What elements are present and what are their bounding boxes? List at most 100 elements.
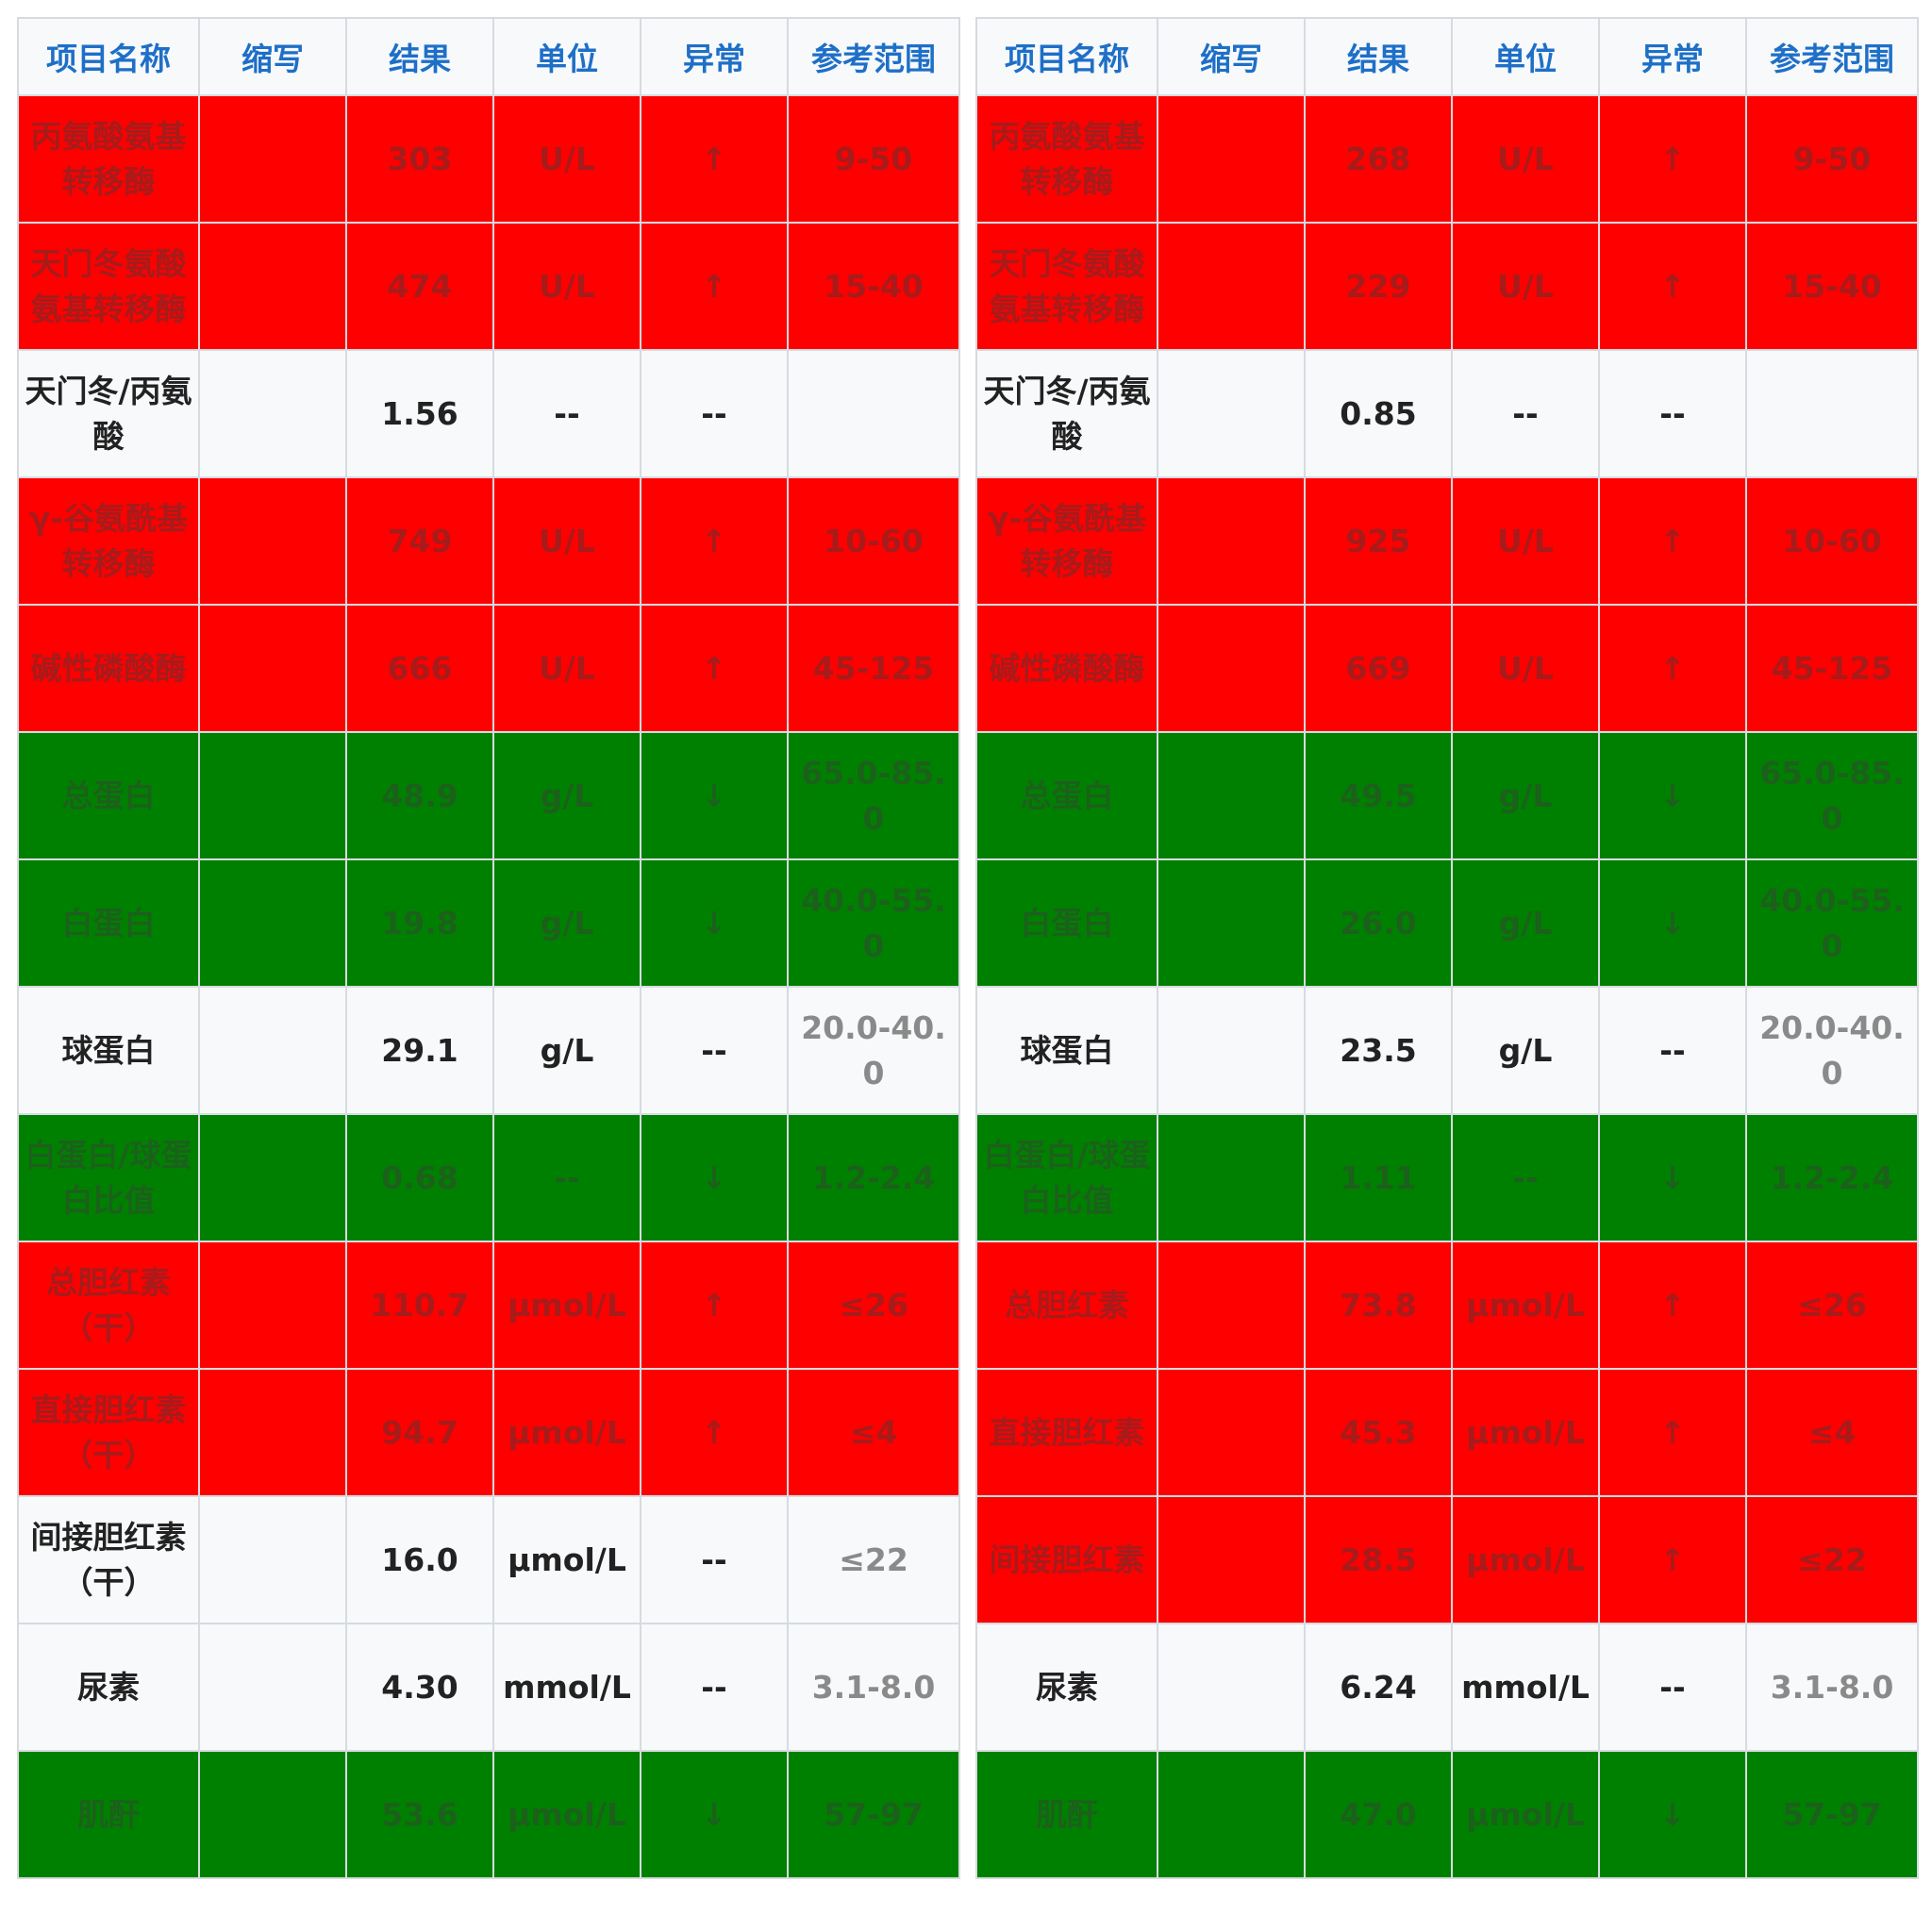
cell-abnormal-flag: -- (1598, 349, 1747, 478)
cell-reference-range: 10-60 (787, 476, 960, 606)
table-row: 碱性磷酸酶 669 U/L ↑ 45-125 (975, 604, 1919, 733)
cell-abnormal-flag: -- (1598, 1623, 1747, 1752)
cell-item-name: 白蛋白/球蛋白比值 (975, 1113, 1158, 1242)
column-header-abbr: 缩写 (198, 17, 347, 96)
cell-result: 23.5 (1304, 986, 1453, 1115)
cell-reference-range: 9-50 (787, 94, 960, 224)
cell-result: 6.24 (1304, 1623, 1453, 1752)
cell-item-name: 总蛋白 (17, 731, 200, 860)
cell-unit: g/L (1451, 986, 1600, 1115)
cell-abnormal-flag: ↑ (1598, 222, 1747, 351)
cell-reference-range: 20.0-40.0 (787, 986, 960, 1115)
cell-reference-range: ≤26 (1745, 1241, 1919, 1370)
cell-result: 4.30 (345, 1623, 494, 1752)
cell-abnormal-flag: ↑ (1598, 1368, 1747, 1497)
cell-item-name: γ-谷氨酰基转移酶 (17, 476, 200, 606)
cell-reference-range: 65.0-85.0 (1745, 731, 1919, 860)
cell-reference-range: ≤4 (787, 1368, 960, 1497)
left-header-row: 项目名称 缩写 结果 单位 异常 参考范围 (17, 17, 960, 96)
cell-result: 229 (1304, 222, 1453, 351)
left-report-panel: 项目名称 缩写 结果 单位 异常 参考范围 丙氨酸氨基转移酶 303 U/L ↑ 9-5… (17, 17, 960, 1879)
cell-abbr (1157, 349, 1306, 478)
cell-result: 48.9 (345, 731, 494, 860)
cell-reference-range: 40.0-55.0 (787, 858, 960, 988)
cell-result: 1.56 (345, 349, 494, 478)
cell-abbr (198, 222, 347, 351)
cell-result: 268 (1304, 94, 1453, 224)
cell-abbr (1157, 1750, 1306, 1879)
cell-abnormal-flag: ↓ (1598, 731, 1747, 860)
cell-reference-range: ≤22 (1745, 1495, 1919, 1624)
column-header-flag: 异常 (1598, 17, 1747, 96)
cell-item-name: 天门冬/丙氨酸 (975, 349, 1158, 478)
table-row: 尿素 6.24 mmol/L -- 3.1-8.0 (975, 1623, 1919, 1752)
cell-unit: U/L (492, 222, 641, 351)
cell-result: 110.7 (345, 1241, 494, 1370)
cell-item-name: 球蛋白 (975, 986, 1158, 1115)
cell-abbr (1157, 858, 1306, 988)
cell-result: 0.85 (1304, 349, 1453, 478)
cell-abbr (198, 1113, 347, 1242)
column-header-result: 结果 (1304, 17, 1453, 96)
cell-item-name: 白蛋白/球蛋白比值 (17, 1113, 200, 1242)
cell-item-name: 丙氨酸氨基转移酶 (975, 94, 1158, 224)
cell-abbr (198, 604, 347, 733)
cell-unit: g/L (1451, 858, 1600, 988)
cell-item-name: 肌酐 (17, 1750, 200, 1879)
table-row: γ-谷氨酰基转移酶 749 U/L ↑ 10-60 (17, 476, 960, 606)
cell-reference-range (1745, 349, 1919, 478)
right-lab-table: 项目名称 缩写 结果 单位 异常 参考范围 丙氨酸氨基转移酶 268 U/L ↑ 9-5… (975, 17, 1919, 1879)
column-header-ref: 参考范围 (1745, 17, 1919, 96)
cell-unit: μmol/L (1451, 1241, 1600, 1370)
cell-item-name: 白蛋白 (17, 858, 200, 988)
cell-reference-range: 1.2-2.4 (787, 1113, 960, 1242)
table-row: 天门冬/丙氨酸 1.56 -- -- (17, 349, 960, 478)
cell-item-name: 丙氨酸氨基转移酶 (17, 94, 200, 224)
cell-unit: μmol/L (492, 1368, 641, 1497)
table-row: 白蛋白 26.0 g/L ↓ 40.0-55.0 (975, 858, 1919, 988)
cell-abbr (1157, 476, 1306, 606)
cell-result: 925 (1304, 476, 1453, 606)
table-row: 间接胆红素（干） 16.0 μmol/L -- ≤22 (17, 1495, 960, 1624)
cell-unit: U/L (1451, 222, 1600, 351)
cell-result: 669 (1304, 604, 1453, 733)
table-row: γ-谷氨酰基转移酶 925 U/L ↑ 10-60 (975, 476, 1919, 606)
cell-abbr (1157, 1623, 1306, 1752)
cell-result: 47.0 (1304, 1750, 1453, 1879)
cell-unit: -- (492, 1113, 641, 1242)
right-report-panel: 项目名称 缩写 结果 单位 异常 参考范围 丙氨酸氨基转移酶 268 U/L ↑ 9-5… (975, 17, 1919, 1879)
column-header-unit: 单位 (1451, 17, 1600, 96)
cell-item-name: 天门冬/丙氨酸 (17, 349, 200, 478)
cell-abnormal-flag: ↓ (1598, 858, 1747, 988)
cell-abbr (1157, 222, 1306, 351)
cell-unit: μmol/L (1451, 1495, 1600, 1624)
cell-abnormal-flag: -- (640, 986, 789, 1115)
cell-item-name: 总胆红素（干） (17, 1241, 200, 1370)
cell-item-name: 尿素 (975, 1623, 1158, 1752)
table-row: 直接胆红素 45.3 μmol/L ↑ ≤4 (975, 1368, 1919, 1497)
table-row: 间接胆红素 28.5 μmol/L ↑ ≤22 (975, 1495, 1919, 1624)
cell-abnormal-flag: -- (640, 1623, 789, 1752)
cell-unit: μmol/L (1451, 1750, 1600, 1879)
cell-abbr (198, 349, 347, 478)
cell-unit: U/L (492, 94, 641, 224)
cell-result: 45.3 (1304, 1368, 1453, 1497)
cell-abbr (1157, 94, 1306, 224)
cell-abnormal-flag: ↓ (640, 1750, 789, 1879)
cell-reference-range: 15-40 (787, 222, 960, 351)
cell-unit: -- (492, 349, 641, 478)
cell-item-name: 白蛋白 (975, 858, 1158, 988)
cell-reference-range: 9-50 (1745, 94, 1919, 224)
column-header-result: 结果 (345, 17, 494, 96)
cell-abnormal-flag: ↑ (640, 1368, 789, 1497)
cell-unit: -- (1451, 1113, 1600, 1242)
cell-unit: g/L (492, 858, 641, 988)
cell-abbr (198, 731, 347, 860)
table-row: 总蛋白 49.5 g/L ↓ 65.0-85.0 (975, 731, 1919, 860)
cell-item-name: 天门冬氨酸氨基转移酶 (17, 222, 200, 351)
cell-reference-range: 45-125 (1745, 604, 1919, 733)
cell-reference-range: 3.1-8.0 (1745, 1623, 1919, 1752)
table-row: 天门冬氨酸氨基转移酶 474 U/L ↑ 15-40 (17, 222, 960, 351)
cell-abnormal-flag: -- (640, 1495, 789, 1624)
cell-abnormal-flag: ↑ (640, 1241, 789, 1370)
